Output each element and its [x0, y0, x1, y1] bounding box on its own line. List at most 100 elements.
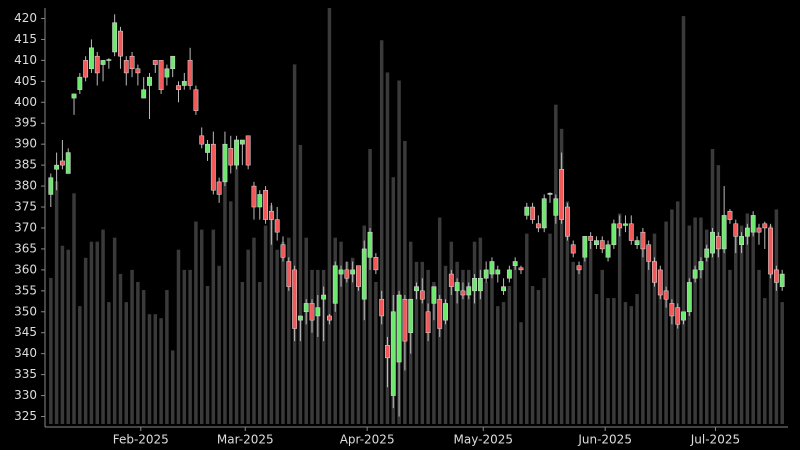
volume-bar	[501, 302, 506, 424]
candle-body	[367, 231, 373, 258]
candle-body	[576, 265, 582, 271]
candle-body	[425, 311, 431, 333]
volume-bar	[176, 249, 181, 424]
x-tick-label: Apr-2025	[340, 433, 395, 447]
volume-bar	[780, 302, 784, 424]
candle-body	[65, 152, 71, 174]
candle-body	[193, 89, 199, 111]
candle-body	[71, 93, 77, 99]
candle-body	[94, 55, 100, 74]
volume-bar	[588, 241, 593, 424]
candle-body	[617, 223, 623, 229]
volume-bar	[629, 306, 634, 424]
candle-body	[553, 198, 559, 216]
volume-bar	[252, 237, 256, 424]
volume-bar	[565, 201, 570, 424]
candle-body	[460, 290, 466, 296]
volume-bar	[548, 233, 552, 424]
candle-body	[48, 177, 54, 195]
volume-bar	[507, 285, 512, 424]
y-tick-label: 380	[14, 179, 37, 193]
volume-bar	[310, 269, 314, 424]
volume-bar	[269, 205, 274, 424]
volume-bar	[443, 265, 448, 424]
volume-bar	[606, 298, 610, 424]
candle-body	[779, 273, 785, 287]
candle-body	[118, 30, 123, 57]
volume-bar	[536, 290, 541, 424]
volume-bar	[542, 277, 546, 424]
volume-bar	[385, 72, 390, 424]
candle-body	[715, 236, 721, 250]
volume-bar	[577, 269, 581, 424]
volume-bar	[211, 229, 216, 424]
candle-body	[164, 68, 170, 78]
candle-body	[663, 290, 669, 300]
volume-bar	[356, 265, 361, 424]
volume-bar	[118, 273, 123, 424]
candle-body	[634, 240, 640, 245]
volume-bar	[72, 193, 76, 424]
candle-body	[768, 227, 774, 275]
candle-body	[158, 60, 164, 90]
y-tick-label: 395	[14, 116, 37, 130]
candle-body	[396, 294, 402, 363]
volume-bar	[368, 149, 372, 424]
y-tick-label: 415	[14, 32, 37, 46]
volume-bar	[60, 245, 65, 424]
candle-body	[762, 223, 768, 229]
candle-body	[594, 240, 599, 245]
volume-bar	[263, 225, 268, 424]
volume-bar	[612, 298, 616, 424]
volume-bar	[304, 237, 308, 424]
candle-body	[356, 265, 361, 287]
volume-bar	[205, 285, 210, 424]
volume-bar	[751, 217, 755, 424]
y-tick-label: 370	[14, 220, 37, 234]
volume-bar	[525, 233, 529, 424]
candle-body	[408, 298, 414, 333]
volume-bar	[472, 241, 477, 424]
x-tick-label: Feb-2025	[113, 433, 169, 447]
volume-bar	[153, 314, 158, 424]
candle-body	[414, 286, 419, 292]
volume-bar	[496, 306, 500, 424]
candle-body	[181, 81, 187, 86]
volume-bar	[658, 294, 663, 424]
candle-body	[773, 269, 779, 283]
candle-body	[623, 223, 628, 226]
volume-bar	[281, 241, 285, 424]
volume-bar	[432, 281, 436, 424]
candle-body	[524, 206, 530, 216]
candle-body	[385, 345, 390, 359]
volume-bar	[635, 294, 639, 424]
candle-body	[297, 315, 303, 321]
candle-body	[698, 261, 704, 271]
volume-bar	[362, 225, 366, 424]
volume-bar	[374, 281, 378, 424]
volume-bar	[403, 140, 407, 425]
volume-bar	[339, 241, 343, 424]
candle-body	[210, 143, 216, 191]
volume-bar	[223, 157, 227, 424]
volume-bar	[234, 165, 239, 424]
volume-bar	[554, 104, 558, 424]
candle-body	[321, 294, 327, 300]
candle-body	[106, 59, 112, 61]
volume-bar	[559, 128, 564, 424]
candle-body	[489, 261, 495, 275]
candle-body	[141, 89, 147, 99]
volume-bar	[583, 257, 587, 424]
volume-bar	[710, 149, 715, 424]
volume-bar	[130, 269, 134, 424]
candle-body	[547, 192, 553, 195]
volume-bar	[693, 217, 697, 424]
volume-bar	[716, 165, 721, 424]
candle-body	[292, 269, 298, 329]
volume-bar	[141, 290, 146, 424]
candle-body	[605, 244, 611, 258]
candle-body	[431, 286, 437, 304]
candle-body	[530, 206, 536, 220]
y-tick-label: 390	[14, 137, 37, 151]
candle-body	[628, 223, 634, 241]
